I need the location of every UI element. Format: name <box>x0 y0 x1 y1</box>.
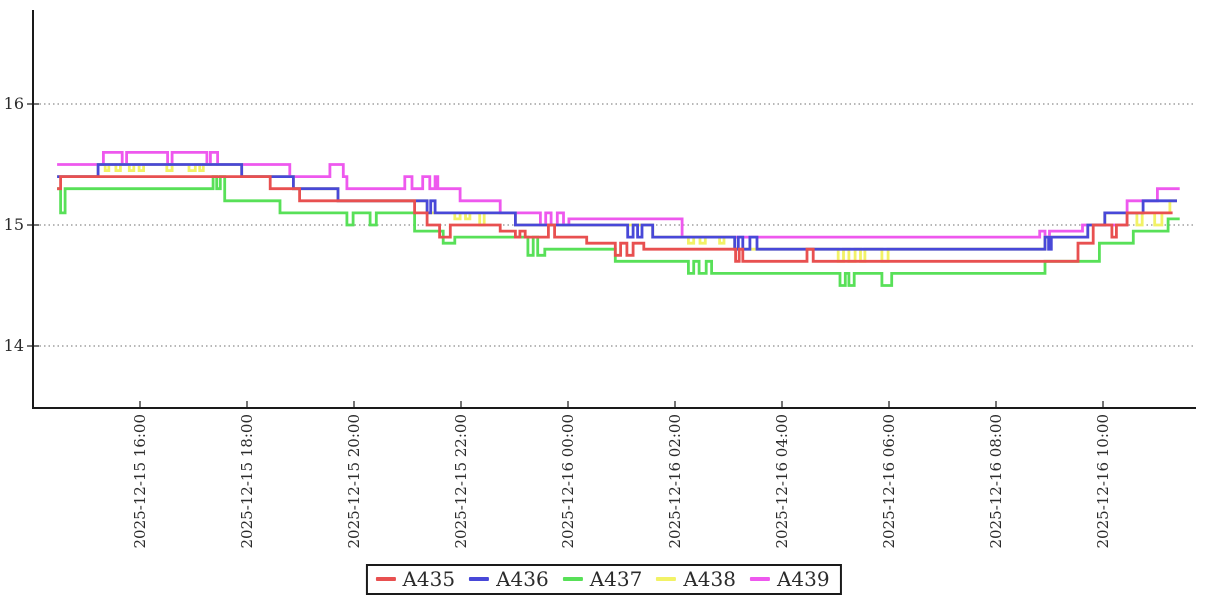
legend-item-a439: A439 <box>749 567 830 591</box>
legend-label-a436: A436 <box>496 567 549 591</box>
legend-swatch-a437 <box>562 577 583 581</box>
legend-label-a439: A439 <box>776 567 830 591</box>
legend-label-a437: A437 <box>589 567 643 591</box>
legend-swatch-a435 <box>375 577 396 581</box>
legend-item-a435: A435 <box>375 569 455 589</box>
svg-text:14: 14 <box>4 336 24 355</box>
legend-swatch-a439 <box>749 577 770 581</box>
svg-text:2025-12-16 04:00: 2025-12-16 04:00 <box>773 414 791 548</box>
chart-legend: A435 A436 A437 A438 A439 <box>365 564 842 595</box>
series-group <box>57 151 1180 287</box>
svg-text:16: 16 <box>4 94 24 113</box>
legend-label-a435: A435 <box>402 567 456 591</box>
svg-text:2025-12-15 16:00: 2025-12-15 16:00 <box>131 414 149 548</box>
svg-text:2025-12-16 06:00: 2025-12-16 06:00 <box>880 414 898 548</box>
axes-group <box>32 10 1196 409</box>
legend-swatch-a438 <box>656 577 677 581</box>
svg-text:2025-12-15 22:00: 2025-12-15 22:00 <box>452 414 470 548</box>
svg-text:2025-12-16 02:00: 2025-12-16 02:00 <box>666 414 684 548</box>
legend-item-a437: A437 <box>562 567 643 591</box>
svg-text:2025-12-15 20:00: 2025-12-15 20:00 <box>345 414 363 548</box>
legend-item-a436: A436 <box>469 569 549 589</box>
svg-text:15: 15 <box>4 215 24 234</box>
svg-text:2025-12-15 18:00: 2025-12-15 18:00 <box>238 414 256 548</box>
series-line-a437 <box>57 175 1180 287</box>
y-tick-labels-group: 16 15 14 <box>4 94 24 355</box>
svg-text:2025-12-16 10:00: 2025-12-16 10:00 <box>1094 414 1112 548</box>
series-line-a439 <box>57 151 1180 239</box>
svg-text:2025-12-16 08:00: 2025-12-16 08:00 <box>987 414 1005 548</box>
x-tick-labels-group: 2025-12-15 16:00 2025-12-15 18:00 2025-12-… <box>131 414 1112 548</box>
legend-swatch-a436 <box>469 577 490 581</box>
legend-item-a438: A438 <box>656 569 736 589</box>
series-line-a435 <box>57 175 1173 263</box>
svg-text:2025-12-16 00:00: 2025-12-16 00:00 <box>559 414 577 548</box>
chart-canvas: 2025-12-15 16:00 2025-12-15 18:00 2025-12-… <box>4 10 1196 548</box>
legend-label-a438: A438 <box>683 567 736 591</box>
